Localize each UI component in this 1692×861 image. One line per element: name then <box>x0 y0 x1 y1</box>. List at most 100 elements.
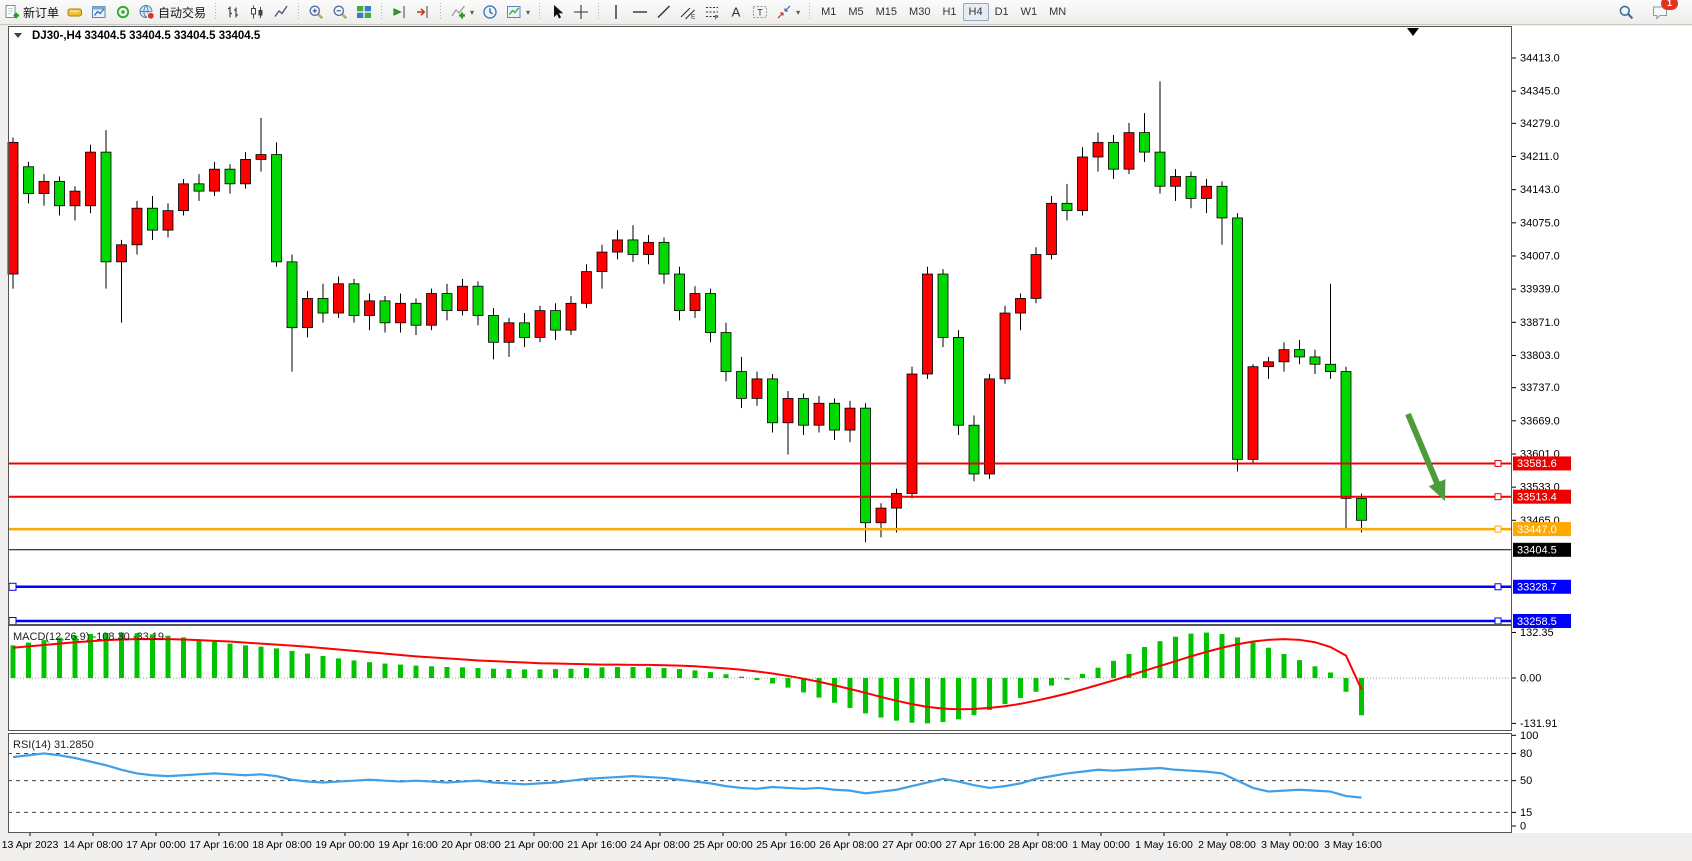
timeframe-m15[interactable]: M15 <box>875 6 898 18</box>
candlestick-chart-button[interactable] <box>245 1 269 24</box>
svg-text:25 Apr 16:00: 25 Apr 16:00 <box>756 839 816 851</box>
timeframe-m30[interactable]: M30 <box>909 6 931 18</box>
svg-text:21 Apr 00:00: 21 Apr 00:00 <box>504 839 564 851</box>
search-button[interactable] <box>1614 1 1638 24</box>
templates-button[interactable]: ▾ <box>502 1 534 24</box>
indicators-button-dropdown[interactable]: ▾ <box>470 7 475 17</box>
price-tag-33513.4: 33513.4 <box>1513 489 1571 504</box>
svg-text:24 Apr 08:00: 24 Apr 08:00 <box>630 839 690 851</box>
toolbar-separator <box>595 3 603 21</box>
line-handle[interactable] <box>8 582 17 591</box>
svg-text:33803.0: 33803.0 <box>1520 350 1560 362</box>
chart-shift-marker[interactable] <box>1407 28 1419 36</box>
market-depth-button[interactable] <box>63 1 87 24</box>
toolbar-separator <box>437 3 445 21</box>
timeframe-d1[interactable]: D1 <box>994 6 1009 18</box>
price-level-line-33513.4[interactable] <box>8 493 1512 501</box>
svg-text:33513.4: 33513.4 <box>1517 491 1557 503</box>
svg-text:28 Apr 08:00: 28 Apr 08:00 <box>1008 839 1068 851</box>
timeframe-mn[interactable]: MN <box>1049 6 1067 18</box>
periods-icon <box>482 4 498 20</box>
svg-text:T: T <box>757 8 763 18</box>
toolbar-separator <box>378 3 386 21</box>
templates-icon <box>506 4 522 20</box>
periods-button[interactable] <box>478 1 502 24</box>
svg-text:33258.5: 33258.5 <box>1517 616 1557 628</box>
line-handle[interactable] <box>1494 459 1502 467</box>
line-handle[interactable] <box>8 617 17 626</box>
notifications-button[interactable]: 1 <box>1648 0 1678 24</box>
zoom-out-button[interactable] <box>328 1 352 24</box>
price-level-line-33581.6[interactable] <box>8 459 1512 467</box>
chart-shift-icon <box>415 4 431 20</box>
price-level-line-33447.0[interactable] <box>8 525 1512 533</box>
vertical-line-button[interactable] <box>604 1 628 24</box>
svg-text:26 Apr 08:00: 26 Apr 08:00 <box>819 839 879 851</box>
rsi-pane-border <box>8 733 1512 833</box>
crosshair-button[interactable] <box>569 1 593 24</box>
arrows-button[interactable]: ▾ <box>772 1 804 24</box>
line-handle[interactable] <box>1494 525 1502 533</box>
equidistant-channel-button[interactable]: E <box>676 1 700 24</box>
horizontal-line-button[interactable] <box>628 1 652 24</box>
tile-windows-icon <box>356 4 372 20</box>
svg-text:19 Apr 16:00: 19 Apr 16:00 <box>378 839 438 851</box>
chart-shift-button[interactable] <box>411 1 435 24</box>
chart-canvas[interactable]: 34413.0 34345.0 34279.0 34211.0 34143.0 34075… <box>0 24 1692 856</box>
chart-collapse-icon[interactable] <box>14 33 22 38</box>
crosshair-icon <box>573 4 589 20</box>
chart-window-button[interactable] <box>87 1 111 24</box>
svg-text:80: 80 <box>1520 748 1532 760</box>
line-handle[interactable] <box>1494 617 1502 625</box>
toolbar-separator <box>295 3 303 21</box>
chart-window-icon <box>91 4 107 20</box>
line-handle[interactable] <box>1494 583 1502 591</box>
text-button[interactable]: A <box>724 1 748 24</box>
signals-button[interactable] <box>111 1 135 24</box>
timeframe-h4[interactable]: H4 <box>962 3 989 21</box>
auto-scroll-button[interactable] <box>387 1 411 24</box>
svg-text:19 Apr 00:00: 19 Apr 00:00 <box>315 839 375 851</box>
trendline-button[interactable] <box>652 1 676 24</box>
new-order-button[interactable]: 新订单 <box>0 1 63 24</box>
svg-text:13 Apr 2023: 13 Apr 2023 <box>2 839 59 851</box>
timeframe-m1[interactable]: M1 <box>821 6 837 18</box>
svg-text:2 May 08:00: 2 May 08:00 <box>1198 839 1256 851</box>
time-axis: 13 Apr 2023 14 Apr 08:00 17 Apr 00:00 17 Ap… <box>2 833 1382 851</box>
timeframe-m5[interactable]: M5 <box>848 6 864 18</box>
search-icon <box>1618 4 1634 20</box>
trend-arrow-annotation[interactable] <box>1405 412 1446 501</box>
svg-text:25 Apr 00:00: 25 Apr 00:00 <box>693 839 753 851</box>
svg-text:34345.0: 34345.0 <box>1520 86 1560 98</box>
svg-text:3 May 00:00: 3 May 00:00 <box>1261 839 1319 851</box>
equidistant-channel-icon: E <box>680 4 696 20</box>
main-pane-border <box>8 26 1512 625</box>
indicators-button[interactable]: ▾ <box>446 1 478 24</box>
line-chart-button[interactable] <box>269 1 293 24</box>
auto-trading-button-label: 自动交易 <box>158 5 207 20</box>
text-label-button[interactable]: T <box>748 1 772 24</box>
fibonacci-button[interactable]: F <box>700 1 724 24</box>
cursor-button[interactable] <box>545 1 569 24</box>
timeframe-w1[interactable]: W1 <box>1020 6 1038 18</box>
svg-text:27 Apr 00:00: 27 Apr 00:00 <box>882 839 942 851</box>
auto-scroll-icon <box>391 4 407 20</box>
timeframe-h1[interactable]: H1 <box>942 6 957 18</box>
line-handle[interactable] <box>1494 493 1502 501</box>
auto-trading-button[interactable]: 自动交易 <box>135 1 210 24</box>
svg-text:0: 0 <box>1520 821 1526 833</box>
zoom-in-button[interactable] <box>304 1 328 24</box>
tile-windows-button[interactable] <box>352 1 376 24</box>
macd-pane-border <box>8 625 1512 731</box>
horizontal-line-icon <box>632 4 648 20</box>
macd-signal-line <box>12 637 1363 711</box>
svg-text:17 Apr 16:00: 17 Apr 16:00 <box>189 839 249 851</box>
svg-text:33737.0: 33737.0 <box>1520 382 1560 394</box>
arrows-button-dropdown[interactable]: ▾ <box>796 7 801 17</box>
svg-text:21 Apr 16:00: 21 Apr 16:00 <box>567 839 627 851</box>
bar-chart-button[interactable] <box>221 1 245 24</box>
svg-text:33404.5: 33404.5 <box>1517 545 1557 557</box>
chart-area[interactable]: 34413.0 34345.0 34279.0 34211.0 34143.0 34075… <box>0 24 1692 856</box>
trendline-icon <box>656 4 672 20</box>
templates-button-dropdown[interactable]: ▾ <box>526 7 531 17</box>
